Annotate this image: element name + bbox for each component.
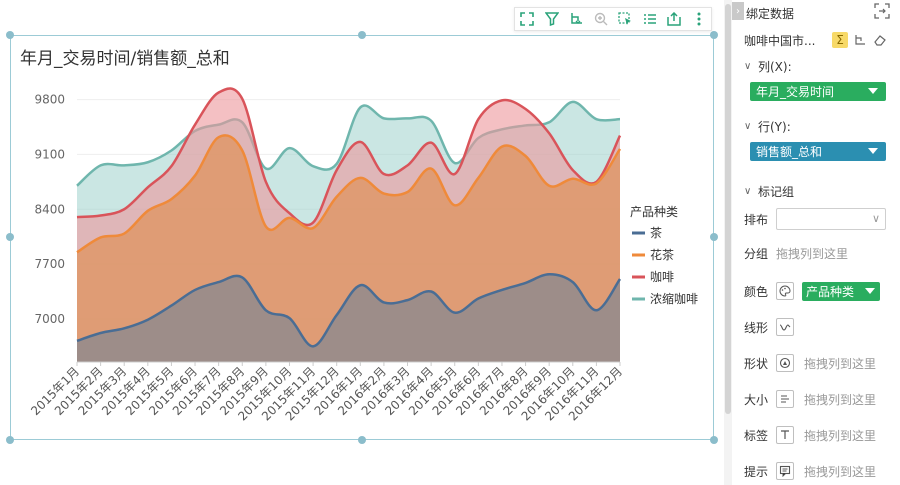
color-row: 颜色 产品种类 (744, 280, 894, 302)
columns-label: 列(X): (758, 60, 792, 74)
switch-view-icon[interactable] (874, 3, 890, 19)
chevron-down-icon: ∨ (744, 186, 752, 197)
panel-title: 绑定数据 (746, 7, 795, 21)
caret-down-icon[interactable] (868, 148, 878, 154)
chart-canvas: 年月_交易时间/销售额_总和 7000 7700 8400 9100 9800 2015年… (6, 7, 718, 444)
zoom-icon[interactable] (592, 10, 610, 28)
chart-toolbar (514, 7, 712, 31)
chevron-down-icon: ∨ (744, 121, 752, 132)
resize-handle[interactable] (358, 31, 366, 39)
rows-field-label: 销售额_总和 (756, 145, 823, 159)
list-icon[interactable] (641, 10, 659, 28)
size-drop-zone[interactable]: 拖拽列到这里 (804, 392, 877, 407)
legend-item[interactable]: 咖啡 (650, 269, 674, 284)
caret-down-icon[interactable] (868, 88, 878, 94)
dataset-name[interactable]: 咖啡中国市... (744, 33, 816, 48)
export-icon[interactable] (665, 10, 683, 28)
layout-row: 排布 ∨ (744, 208, 894, 230)
shape-drop-zone[interactable]: 拖拽列到这里 (804, 356, 877, 371)
size-row: 大小 拖拽列到这里 (744, 388, 894, 410)
tooltip-icon[interactable] (776, 462, 794, 480)
more-icon[interactable] (690, 10, 708, 28)
resize-handle[interactable] (710, 436, 718, 444)
y-tick-label: 9100 (34, 147, 65, 161)
legend-title: 产品种类 (630, 205, 678, 219)
layout-label: 排布 (744, 212, 769, 227)
line-花茶[interactable] (76, 134, 622, 254)
line-style-icon[interactable] (776, 318, 794, 336)
line-row: 线形 (744, 316, 894, 338)
size-label: 大小 (744, 392, 769, 407)
rows-field-pill[interactable]: 销售额_总和 (750, 142, 886, 161)
y-tick-label: 7700 (34, 257, 65, 271)
scrollbar-thumb[interactable] (725, 4, 731, 414)
tip-label: 提示 (744, 464, 769, 479)
resize-handle[interactable] (6, 233, 14, 241)
legend-item[interactable]: 花茶 (650, 247, 674, 262)
mark-group-section[interactable]: ∨ 标记组 (744, 183, 794, 200)
legend-item[interactable]: 茶 (650, 225, 662, 240)
shape-icon[interactable] (776, 354, 794, 372)
label-icon[interactable] (776, 426, 794, 444)
group-drop-zone[interactable]: 拖拽列到这里 (776, 246, 849, 261)
tag-label: 标签 (744, 428, 769, 443)
resize-handle[interactable] (358, 436, 366, 444)
columns-section[interactable]: ∨ 列(X): (744, 58, 792, 75)
rows-section[interactable]: ∨ 行(Y): (744, 118, 791, 135)
color-label: 颜色 (744, 284, 769, 299)
rows-label: 行(Y): (758, 120, 791, 134)
dataset-row: 咖啡中国市... Σ (744, 31, 894, 49)
color-field-pill[interactable]: 产品种类 (802, 281, 880, 301)
binding-panel: › 绑定数据 咖啡中国市... Σ ∨ 列(X): 年月_交易时间 ∨ 行(Y)… (732, 0, 900, 485)
tip-row: 提示 拖拽列到这里 (744, 460, 894, 482)
tag-drop-zone[interactable]: 拖拽列到这里 (804, 428, 877, 443)
size-icon[interactable] (776, 390, 794, 408)
y-tick-label: 8400 (34, 202, 65, 216)
area-chart: 700077008400910098002015年1月2015年2月2015年3… (28, 87, 698, 423)
resize-handle[interactable] (710, 233, 718, 241)
group-label: 分组 (744, 246, 769, 261)
collapse-panel-button[interactable]: › (732, 2, 744, 20)
shape-label: 形状 (744, 356, 769, 371)
select-icon[interactable] (616, 10, 634, 28)
caret-down-icon[interactable] (865, 287, 875, 294)
y-tick-label: 7000 (34, 312, 65, 326)
eraser-icon[interactable] (872, 32, 888, 48)
line-茶[interactable] (76, 273, 622, 348)
tip-drop-zone[interactable]: 拖拽列到这里 (804, 464, 877, 479)
columns-field-label: 年月_交易时间 (756, 85, 835, 99)
drill-icon[interactable] (567, 10, 585, 28)
group-row: 分组 拖拽列到这里 (744, 242, 894, 264)
palette-icon[interactable] (776, 282, 794, 300)
color-field-label: 产品种类 (806, 284, 855, 299)
line-咖啡[interactable] (76, 87, 622, 227)
filter-icon[interactable] (543, 10, 561, 28)
legend-item[interactable]: 浓缩咖啡 (650, 291, 698, 306)
layout-select[interactable]: ∨ (776, 208, 886, 230)
y-tick-label: 9800 (34, 93, 65, 107)
scrollbar[interactable] (724, 0, 732, 485)
columns-field-pill[interactable]: 年月_交易时间 (750, 82, 886, 101)
resize-handle[interactable] (6, 31, 14, 39)
line-label: 线形 (744, 320, 769, 335)
resize-handle[interactable] (710, 31, 718, 39)
shape-row: 形状 拖拽列到这里 (744, 352, 894, 374)
chevron-down-icon: ∨ (871, 212, 880, 225)
chart-title: 年月_交易时间/销售额_总和 (20, 49, 230, 69)
mark-group-label: 标记组 (758, 185, 795, 199)
tag-row: 标签 拖拽列到这里 (744, 424, 894, 446)
resize-handle[interactable] (6, 436, 14, 444)
fullscreen-icon[interactable] (518, 10, 536, 28)
drill-icon[interactable] (852, 32, 868, 48)
sum-icon[interactable]: Σ (832, 32, 848, 48)
chevron-down-icon: ∨ (744, 61, 752, 72)
